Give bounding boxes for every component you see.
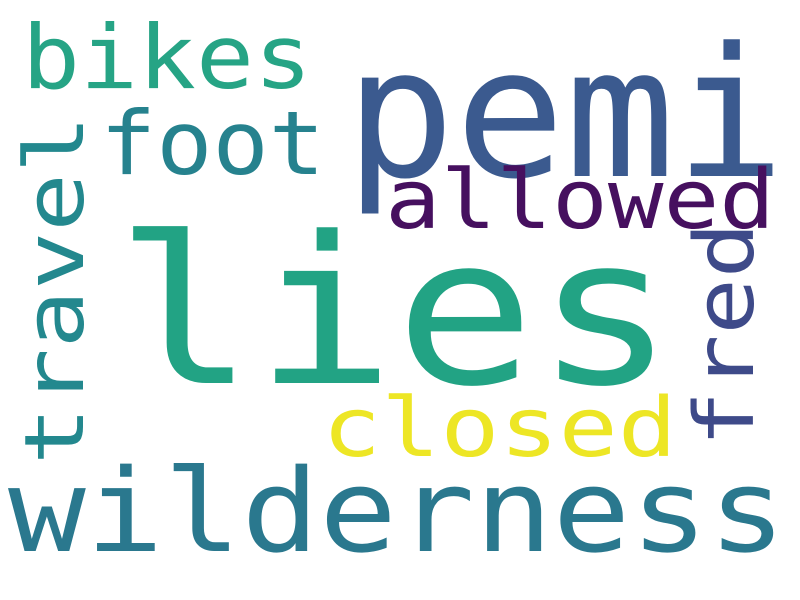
word-foot: foot: [100, 92, 325, 195]
word-travel: travel: [8, 115, 103, 465]
word-closed: closed: [322, 381, 677, 476]
word-lies: lies: [115, 194, 675, 432]
word-wilderness: wilderness: [8, 445, 786, 579]
word-pemi: pemi: [345, 10, 785, 219]
word-allowed: allowed: [385, 153, 775, 248]
word-fred: fred: [678, 222, 773, 447]
word-bikes: bikes: [22, 6, 312, 109]
